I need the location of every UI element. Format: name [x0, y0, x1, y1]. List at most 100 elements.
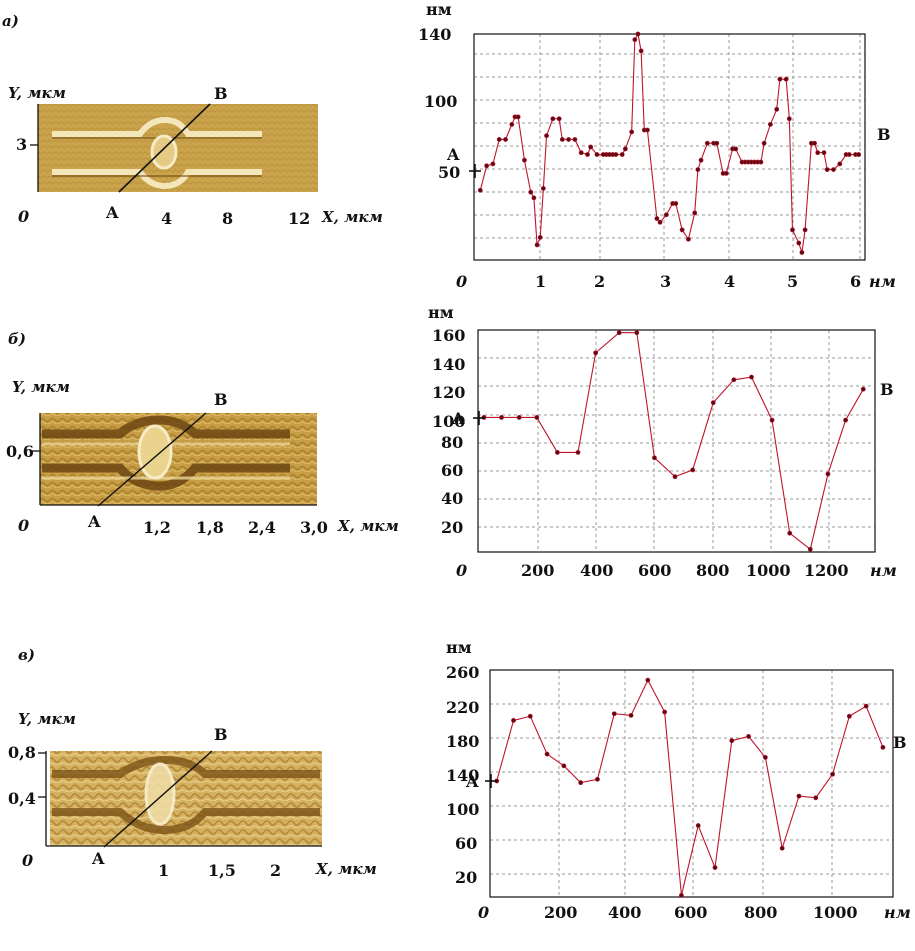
data-point	[613, 152, 619, 157]
data-point	[550, 116, 556, 122]
chart-y-tick-label: 80	[441, 433, 463, 452]
data-point	[629, 129, 635, 135]
data-point	[616, 330, 622, 336]
data-point	[790, 227, 795, 233]
image-x-tick-label: 2,4	[248, 518, 276, 537]
image-y-tick-label: 0,6	[6, 442, 34, 461]
image-x-tick-label: 1,2	[143, 518, 171, 537]
data-point	[679, 892, 684, 898]
chart-x-tick-label: 4	[724, 272, 735, 291]
data-point	[634, 330, 640, 336]
afm-image-b	[40, 412, 317, 507]
plot-c	[485, 669, 894, 898]
chart-x-unit: нм	[869, 272, 896, 291]
chart-end-label: B	[877, 125, 891, 144]
chart-y-tick-label: 60	[441, 461, 463, 480]
afm-bump	[150, 134, 178, 170]
data-point	[555, 450, 560, 455]
data-point	[710, 400, 716, 406]
data-point	[528, 189, 534, 195]
data-point	[477, 187, 483, 193]
chart-x-tick-label: 0	[456, 272, 467, 291]
image-x-label: X, мкм	[337, 517, 399, 535]
data-point	[846, 152, 852, 157]
afm-surface	[40, 413, 317, 505]
image-y-label: Y, мкм	[8, 84, 66, 102]
data-point	[787, 530, 793, 536]
chart-x-tick-label: 800	[696, 561, 729, 580]
image-x-tick-label: 4	[161, 209, 172, 228]
data-point	[654, 216, 660, 221]
data-point	[714, 140, 720, 146]
data-point	[645, 677, 651, 683]
data-point	[540, 186, 546, 191]
data-point	[679, 227, 685, 233]
data-point	[802, 227, 808, 233]
chart-y-tick-label: 40	[441, 489, 463, 508]
chart-x-tick-label: 6	[850, 272, 861, 291]
afm-bump	[144, 762, 176, 826]
data-point	[638, 48, 644, 54]
data-point	[796, 793, 802, 799]
panel-a: а) Y, мкм 3 0 4 8 12 X, мкм A B нм 140 1…	[2, 0, 896, 291]
data-point	[585, 152, 590, 157]
chart-x-tick-label: 400	[608, 903, 641, 922]
data-point	[783, 76, 789, 82]
image-x-tick-label: 12	[288, 209, 310, 228]
chart-x-tick-label: 200	[544, 903, 577, 922]
data-point	[527, 713, 533, 719]
data-point	[559, 137, 565, 142]
profile-line	[496, 678, 884, 896]
data-point	[863, 703, 869, 709]
image-y-tick-label: 3	[16, 135, 27, 154]
chart-y-tick-label: 120	[432, 383, 465, 402]
point-a-label: A	[91, 849, 105, 868]
data-point	[813, 795, 819, 801]
data-point	[496, 137, 502, 142]
chart-y-tick-label: 140	[418, 25, 451, 44]
data-point	[632, 37, 638, 43]
data-point	[663, 212, 669, 218]
image-x-tick-label: 1	[158, 861, 169, 880]
chart-x-tick-label: 800	[744, 903, 777, 922]
data-point	[619, 152, 625, 157]
data-point	[746, 734, 751, 739]
panel-b: б) Y, мкм 0,6 0 1,2 1,8 2,4 3,0 X, мкм A…	[6, 303, 897, 580]
chart-y-tick-label: 180	[446, 732, 479, 751]
chart-x-tick-label: 2	[594, 272, 605, 291]
data-point	[537, 234, 543, 240]
data-point	[622, 146, 628, 152]
chart-y-tick-label: 20	[441, 518, 463, 537]
data-point	[712, 865, 718, 870]
chart-end-label: B	[893, 733, 907, 752]
data-point	[856, 152, 862, 157]
point-b-label: B	[214, 725, 228, 744]
image-y-tick-label: 0,4	[8, 789, 36, 808]
data-point	[628, 713, 634, 718]
data-point	[673, 201, 679, 206]
chart-x-tick-label: 0	[478, 903, 489, 922]
data-point	[824, 167, 830, 172]
data-point	[566, 137, 571, 142]
chart-x-tick-label: 400	[580, 561, 613, 580]
point-a-label: A	[105, 203, 119, 222]
data-point	[729, 738, 735, 744]
data-point	[561, 763, 567, 769]
data-point	[837, 161, 843, 167]
chart-x-tick-label: 0	[456, 561, 467, 580]
chart-start-label: A	[465, 772, 479, 791]
chart-y-tick-label: 260	[446, 663, 479, 682]
data-point	[723, 170, 729, 176]
chart-y-tick-label: 140	[446, 766, 479, 785]
data-point	[544, 133, 549, 139]
chart-x-tick-label: 5	[787, 272, 798, 291]
image-y-tick-label: 0,8	[8, 743, 36, 762]
data-point	[704, 140, 710, 146]
data-point	[796, 240, 802, 246]
data-point	[588, 144, 594, 150]
chart-x-unit: нм	[870, 561, 897, 580]
chart-x-tick-label: 1000	[746, 561, 791, 580]
scan-line-ab	[118, 103, 211, 193]
afm-ridge-lower	[52, 169, 262, 190]
image-x-tick-label: 2	[270, 861, 281, 880]
